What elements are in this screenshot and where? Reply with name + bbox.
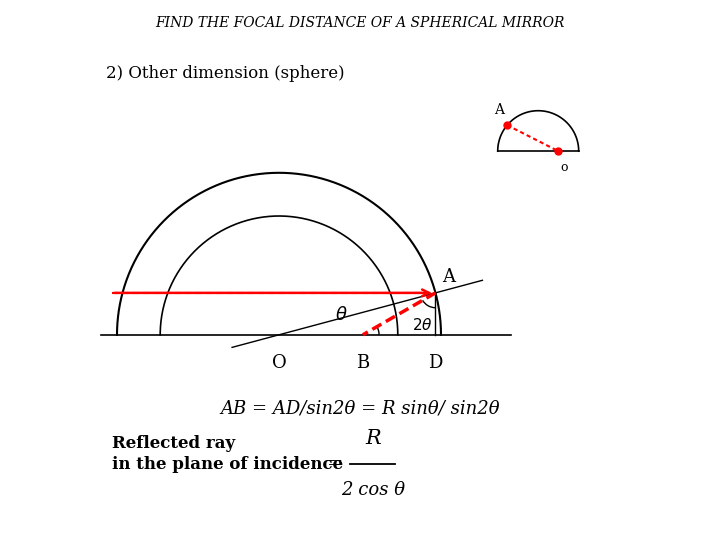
- Text: =: =: [328, 455, 344, 474]
- Text: A: A: [442, 268, 455, 286]
- Text: FIND THE FOCAL DISTANCE OF A SPHERICAL MIRROR: FIND THE FOCAL DISTANCE OF A SPHERICAL M…: [156, 16, 564, 30]
- Text: $2\theta$: $2\theta$: [412, 317, 432, 333]
- Text: in the plane of incidence: in the plane of incidence: [112, 456, 343, 473]
- Text: 2) Other dimension (sphere): 2) Other dimension (sphere): [107, 65, 345, 82]
- Text: AB = AD/sin2θ = R sinθ/ sin2θ: AB = AD/sin2θ = R sinθ/ sin2θ: [220, 400, 500, 417]
- Text: B: B: [356, 354, 369, 372]
- Text: 2 cos θ: 2 cos θ: [341, 481, 405, 498]
- Text: Reflected ray: Reflected ray: [112, 435, 235, 451]
- Text: R: R: [366, 429, 382, 448]
- Text: o: o: [560, 161, 567, 174]
- Text: A: A: [495, 103, 505, 117]
- Text: $\theta$: $\theta$: [335, 306, 348, 324]
- Text: D: D: [428, 354, 443, 372]
- Text: O: O: [271, 354, 287, 372]
